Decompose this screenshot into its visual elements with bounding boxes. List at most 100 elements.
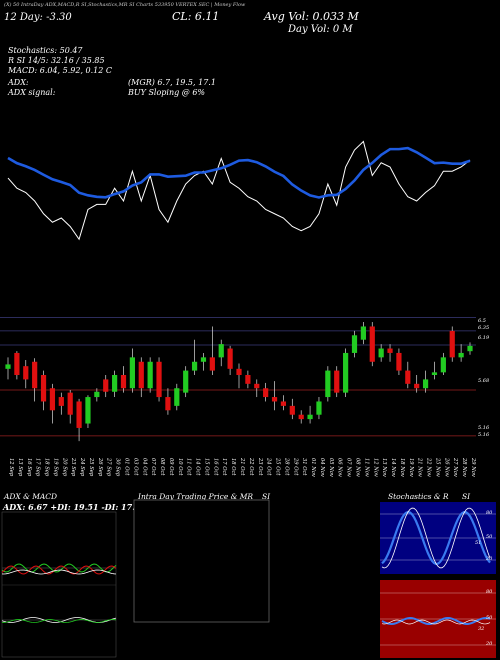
- candle-body: [120, 375, 127, 389]
- stoch-value: 51: [475, 540, 482, 546]
- date-tick-label: 22 Oct: [248, 457, 254, 476]
- date-tick-label: 13 Sep: [17, 458, 23, 477]
- date-tick-label: 20 Sep: [61, 457, 67, 477]
- candle-body: [325, 370, 331, 398]
- candle-body: [112, 375, 118, 392]
- rsi-panel: [380, 580, 496, 658]
- adx-signal: BUY Sloping @ 6%: [128, 88, 206, 97]
- candle-body: [414, 383, 420, 389]
- stoch-rsi-title-right: SI: [462, 492, 471, 501]
- date-tick-label: 25 Nov: [434, 457, 440, 477]
- date-tick-label: 12 Sep: [8, 458, 14, 477]
- date-tick-label: 07 Nov: [346, 458, 352, 477]
- adx-line: [1, 569, 117, 575]
- date-tick-label: 25 Sep: [88, 457, 94, 477]
- stoch-k-line: [381, 507, 491, 569]
- candle-body: [32, 361, 38, 389]
- candles-layer: [5, 322, 473, 442]
- candle-body: [165, 397, 171, 411]
- candle-body: [209, 357, 215, 371]
- rsi-level-50: 50: [486, 615, 493, 621]
- candle-body: [103, 379, 109, 392]
- rsi-readout: R SI 14/5: 32.16 / 35.85: [8, 56, 105, 65]
- date-tick-label: 26 Nov: [443, 457, 449, 477]
- candle-body: [449, 330, 455, 358]
- date-tick-label: 18 Sep: [44, 458, 50, 477]
- candle-body: [387, 348, 393, 353]
- date-axis: 12 Sep 13 Sep 16 Sep 17 Sep 18 Sep 19 Sep 20 S…: [8, 457, 476, 477]
- date-tick-label: 18 Oct: [230, 458, 236, 476]
- macd-signal-line: [1, 619, 117, 623]
- date-tick-label: 10 Oct: [177, 458, 183, 476]
- price-level-6: 5.16: [478, 432, 490, 438]
- day-volume: Day Vol: 0 M: [288, 24, 353, 35]
- moving-average-line: [7, 146, 471, 199]
- date-tick-label: 24 Oct: [266, 457, 272, 476]
- candle-body: [271, 397, 278, 402]
- date-tick-label: 14 Oct: [195, 458, 201, 476]
- adx-values: (MGR) 6.7, 19.5, 17.1: [128, 78, 216, 87]
- candle-body: [396, 352, 402, 371]
- date-tick-label: 05 Nov: [328, 458, 334, 477]
- minus-di-line: [1, 565, 117, 575]
- price-level-4: 5.68: [478, 378, 490, 384]
- candle-body: [431, 372, 438, 375]
- candle-body: [334, 370, 340, 393]
- candle-body: [263, 388, 269, 398]
- candle-body: [191, 361, 198, 371]
- date-tick-label: 22 Nov: [426, 457, 432, 477]
- candle-body: [440, 357, 446, 373]
- date-tick-label: 15 Oct: [203, 458, 209, 476]
- intraday-panel: [133, 499, 270, 623]
- candle-body: [5, 364, 11, 369]
- adx-label: ADX:: [8, 78, 29, 87]
- date-tick-label: 21 Nov: [417, 457, 423, 477]
- candle-body: [316, 401, 322, 415]
- rsi-level-80: 80: [486, 589, 493, 595]
- date-tick-label: 01 Nov: [310, 458, 316, 477]
- rsi-level-20: 20: [486, 641, 493, 647]
- date-tick-label: 23 Oct: [257, 457, 263, 476]
- rsi-line: [381, 616, 491, 625]
- candle-body: [94, 391, 100, 398]
- candle-body: [85, 397, 91, 424]
- candle-body: [14, 352, 20, 375]
- candle-body: [49, 388, 56, 411]
- candle-body: [245, 375, 251, 384]
- mrsi-line: [381, 619, 491, 625]
- adx-macd-values: ADX: 6.67 +DI: 19.51 -DI: 17.07: [3, 502, 147, 512]
- date-tick-label: 01 Oct: [124, 458, 130, 476]
- date-tick-label: 08 Oct: [159, 458, 165, 476]
- candle-body: [138, 361, 144, 389]
- date-tick-label: 17 Oct: [221, 458, 227, 476]
- adx-panel: [1, 511, 117, 658]
- date-tick-label: 13 Nov: [381, 458, 387, 477]
- price-level-3: 6.19: [478, 335, 490, 341]
- date-tick-label: 16 Oct: [212, 458, 218, 476]
- date-tick-label: 06 Nov: [337, 458, 343, 477]
- candle-body: [76, 401, 82, 428]
- price-level-1: 6.5: [478, 318, 486, 324]
- date-tick-label: 21 Oct: [239, 457, 245, 476]
- candle-body: [200, 357, 207, 362]
- date-tick-label: 31 Oct: [301, 458, 307, 476]
- date-tick-label: 17 Sep: [35, 458, 41, 477]
- date-tick-label: 07 Oct: [150, 458, 156, 476]
- candle-body: [174, 388, 180, 406]
- date-tick-label: 11 Nov: [363, 458, 369, 477]
- candle-body: [236, 368, 242, 375]
- date-tick-label: 29 Nov: [470, 457, 476, 477]
- plus-di-line: [1, 563, 117, 573]
- price-line: [7, 140, 471, 241]
- candle-body: [183, 370, 189, 393]
- close-price: CL: 6.11: [172, 10, 220, 23]
- price-level-5: 5.16: [478, 425, 490, 431]
- candle-body: [343, 352, 349, 393]
- date-tick-label: 19 Nov: [408, 458, 414, 477]
- candle-body: [289, 405, 295, 415]
- candle-body: [280, 401, 287, 406]
- candle-body: [458, 352, 464, 358]
- candle-body: [227, 348, 233, 369]
- candle-body: [378, 348, 384, 358]
